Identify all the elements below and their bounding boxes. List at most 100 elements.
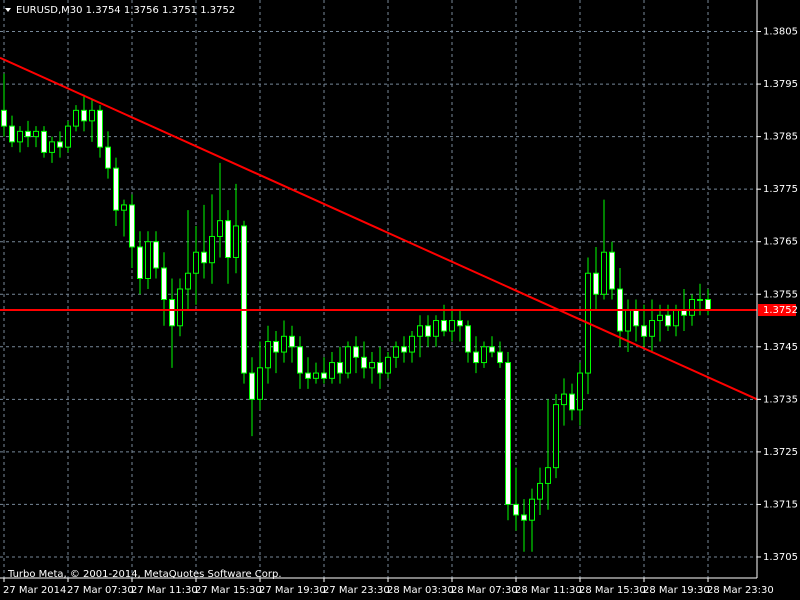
candle-body bbox=[609, 251, 615, 290]
candle-body bbox=[385, 356, 391, 374]
x-tick-label: 28 Mar 07:30 bbox=[451, 585, 518, 596]
y-tick-label: 1.3735 bbox=[763, 394, 798, 405]
candle-body bbox=[161, 267, 167, 301]
candle-body bbox=[145, 241, 151, 279]
high-price: 1.3756 bbox=[124, 5, 159, 16]
candle-body bbox=[433, 320, 439, 337]
y-tick-label: 1.3805 bbox=[763, 27, 798, 38]
candle-body bbox=[489, 346, 495, 353]
candle-body bbox=[73, 109, 79, 127]
candle-body bbox=[9, 125, 15, 143]
candle-body bbox=[137, 246, 143, 279]
candle-body bbox=[569, 393, 575, 411]
x-tick-label: 28 Mar 19:30 bbox=[643, 585, 710, 596]
x-tick-label: 27 Mar 11:30 bbox=[131, 585, 198, 596]
candle-body bbox=[49, 141, 55, 153]
candle-body bbox=[409, 335, 415, 353]
candle-body bbox=[193, 251, 199, 274]
candle-body bbox=[689, 299, 695, 316]
candle-body bbox=[537, 482, 543, 500]
candle-body bbox=[249, 372, 255, 400]
candle-body bbox=[233, 225, 239, 258]
candle-body bbox=[97, 109, 103, 148]
trendline bbox=[0, 56, 758, 401]
candle-body bbox=[153, 241, 159, 269]
candle-body bbox=[449, 320, 455, 332]
candle-body bbox=[473, 351, 479, 364]
x-tick-label: 27 Mar 2014 bbox=[3, 585, 66, 596]
candle-body bbox=[529, 498, 535, 521]
candle-body bbox=[169, 299, 175, 327]
candle-body bbox=[417, 325, 423, 337]
candle-body bbox=[209, 235, 215, 264]
candle-body bbox=[129, 204, 135, 248]
candle-body bbox=[553, 404, 559, 469]
candle-body bbox=[313, 372, 319, 379]
candle-body bbox=[505, 362, 511, 505]
candle-body bbox=[25, 130, 31, 138]
candle-body bbox=[177, 288, 183, 327]
candle-body bbox=[465, 325, 471, 353]
candle-body bbox=[393, 346, 399, 358]
menu-triangle[interactable] bbox=[5, 8, 11, 12]
candle-body bbox=[625, 309, 631, 332]
low-price: 1.3751 bbox=[162, 5, 197, 16]
x-tick-label: 27 Mar 23:30 bbox=[323, 585, 390, 596]
candle-body bbox=[289, 335, 295, 348]
y-tick-label: 1.3775 bbox=[763, 184, 798, 195]
candle-body bbox=[273, 341, 279, 353]
candle-body bbox=[329, 362, 335, 379]
y-tick-label: 1.3765 bbox=[763, 237, 798, 248]
open-price: 1.3754 bbox=[86, 5, 121, 16]
candle-body bbox=[593, 272, 599, 295]
close-price: 1.3752 bbox=[200, 5, 235, 16]
x-tick-label: 28 Mar 15:30 bbox=[579, 585, 646, 596]
candle-body bbox=[241, 225, 247, 374]
candle-body bbox=[705, 299, 711, 311]
candle-body bbox=[649, 320, 655, 337]
candle-body bbox=[513, 503, 519, 516]
candle-body bbox=[305, 372, 311, 379]
candle-body bbox=[265, 341, 271, 369]
candle-body bbox=[105, 146, 111, 169]
candle-body bbox=[57, 141, 63, 148]
x-tick-label: 28 Mar 23:30 bbox=[707, 585, 774, 596]
y-tick-label: 1.3785 bbox=[763, 132, 798, 143]
x-tick-label: 27 Mar 15:30 bbox=[195, 585, 262, 596]
y-tick-label: 1.3705 bbox=[763, 552, 798, 563]
symbol: EURUSD,M30 bbox=[16, 5, 82, 16]
header: EURUSD,M30 1.3754 1.3756 1.3751 1.3752 bbox=[16, 5, 235, 16]
candle-body bbox=[321, 372, 327, 379]
candle-body bbox=[201, 251, 207, 264]
candle-body bbox=[481, 346, 487, 364]
candle-body bbox=[353, 346, 359, 358]
candle-body bbox=[297, 346, 303, 374]
candle-body bbox=[217, 220, 223, 237]
candle-body bbox=[545, 467, 551, 484]
y-tick-label: 1.3725 bbox=[763, 447, 798, 458]
candle-body bbox=[665, 314, 671, 327]
candle-body bbox=[185, 272, 191, 290]
candle-body bbox=[41, 130, 47, 153]
x-tick-label: 27 Mar 19:30 bbox=[259, 585, 326, 596]
price-label-box bbox=[758, 304, 796, 317]
candle-body bbox=[113, 167, 119, 211]
x-tick-label: 28 Mar 11:30 bbox=[515, 585, 582, 596]
candle-body bbox=[281, 335, 287, 353]
candle-body bbox=[601, 251, 607, 295]
candle-body bbox=[89, 109, 95, 122]
candle-body bbox=[641, 325, 647, 337]
candle-body bbox=[369, 362, 375, 369]
candle-body bbox=[361, 356, 367, 369]
y-tick-label: 1.3715 bbox=[763, 499, 798, 510]
candle-body bbox=[17, 130, 23, 143]
candle-body bbox=[257, 367, 263, 400]
candle-body bbox=[401, 346, 407, 353]
candle-body bbox=[65, 125, 71, 148]
candle-body bbox=[577, 372, 583, 411]
y-tick-label: 1.3795 bbox=[763, 79, 798, 90]
x-tick-label: 28 Mar 03:30 bbox=[387, 585, 454, 596]
candle-body bbox=[33, 130, 39, 138]
